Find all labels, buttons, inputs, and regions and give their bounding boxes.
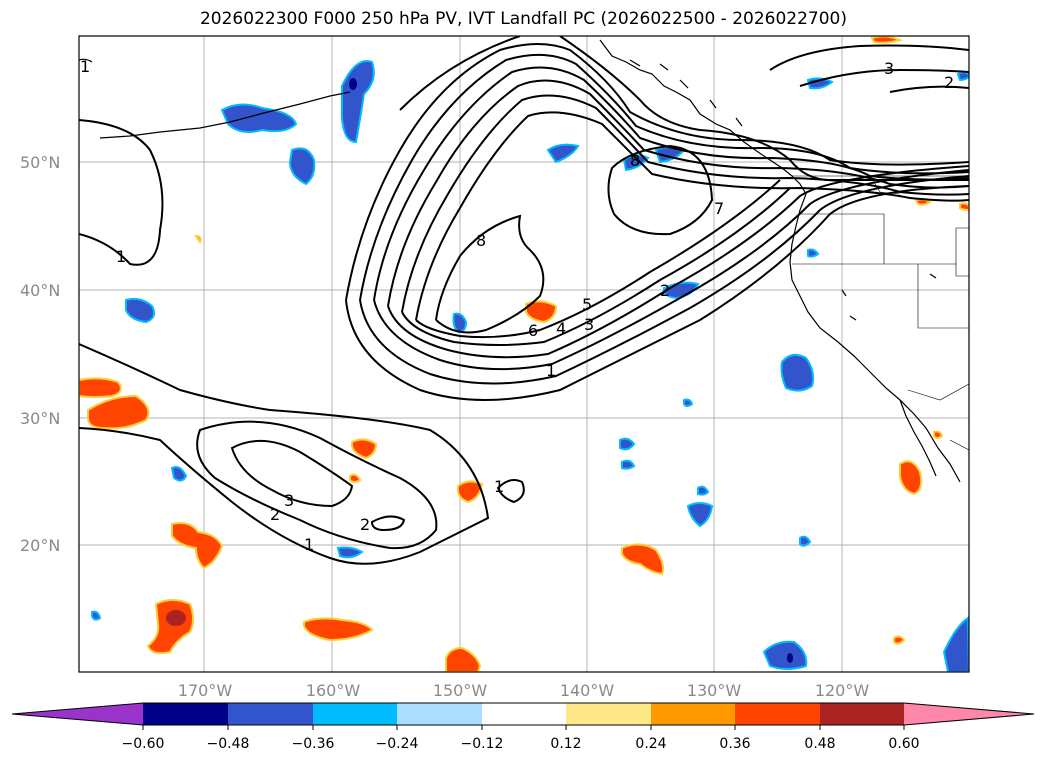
colorbar-segment	[566, 703, 651, 725]
colorbar-tick-label: −0.24	[376, 736, 419, 752]
colorbar-tick-label: −0.60	[122, 736, 165, 752]
colorbar-tick-label: 0.24	[635, 736, 666, 752]
colorbar-segment	[12, 703, 143, 725]
colorbar-segment	[820, 703, 904, 725]
colorbar-tick-label: 0.12	[550, 736, 581, 752]
coastlines	[79, 39, 961, 483]
colorbar-segment	[651, 703, 735, 725]
colorbar-segment	[904, 703, 1034, 725]
lon-label-130w: 130°W	[687, 681, 742, 700]
contour-label: 2	[944, 73, 954, 92]
colorbar-segment	[228, 703, 313, 725]
lat-label-20n: 20°N	[20, 536, 60, 555]
borders	[792, 175, 969, 451]
contour-label: 4	[556, 319, 566, 338]
contour-label: 6	[528, 321, 538, 340]
ivt-contours	[79, 36, 969, 565]
pv-negative-anomalies	[91, 60, 969, 672]
colorbar-segment	[482, 703, 566, 725]
colorbar: −0.60 −0.48 −0.36 −0.24 −0.12 0.12 0.24 …	[11, 702, 1035, 752]
colorbar-tick-label: 0.60	[888, 736, 919, 752]
contour-label: 1	[80, 57, 90, 76]
contour-label: 8	[476, 231, 486, 250]
colorbar-segment	[397, 703, 482, 725]
colorbar-tick-label: −0.36	[292, 736, 335, 752]
pv-strong-negative	[349, 78, 793, 663]
contour-label: 7	[714, 199, 724, 218]
map-frame	[78, 35, 970, 673]
lon-label-160w: 160°W	[306, 681, 361, 700]
lat-label-40n: 40°N	[20, 281, 60, 300]
contour-label: 1	[494, 477, 504, 496]
contour-label: 3	[884, 59, 894, 78]
colorbar-segment	[313, 703, 397, 725]
contour-label: 3	[284, 491, 294, 510]
lon-label-120w: 120°W	[815, 681, 870, 700]
contour-label: 2	[660, 281, 670, 300]
colorbar-segment	[735, 703, 820, 725]
contour-label: 1	[304, 535, 314, 554]
colorbar-tick-label: 0.36	[719, 736, 750, 752]
longitude-labels: 170°W 160°W 150°W 140°W 130°W 120°W	[178, 681, 870, 700]
latitude-labels: 50°N 40°N 30°N 20°N	[20, 153, 60, 555]
lon-label-170w: 170°W	[178, 681, 233, 700]
contour-label: 1	[546, 361, 556, 380]
contour-label: 8	[630, 151, 640, 170]
colorbar-segment	[143, 703, 228, 725]
contour-label: 5	[582, 295, 592, 314]
colorbar-tick-label: −0.12	[461, 736, 504, 752]
colorbar-tick-label: 0.48	[804, 736, 835, 752]
contour-label: 2	[270, 505, 280, 524]
pv-strong-positive	[166, 610, 186, 626]
lon-label-140w: 140°W	[560, 681, 615, 700]
contour-label: 1	[116, 247, 126, 266]
map-title: 2026022300 F000 250 hPa PV, IVT Landfall…	[199, 9, 847, 29]
contour-labels: 1 1 2 3 1 1 2 3 4 5 6 7 8 8 2 2 3 1	[80, 57, 954, 554]
contour-label: 2	[360, 515, 370, 534]
map-panel: 1 1 2 3 1 1 2 3 4 5 6 7 8 8 2 2 3 1	[79, 36, 969, 672]
lon-label-150w: 150°W	[433, 681, 488, 700]
contour-label: 3	[584, 315, 594, 334]
lat-label-30n: 30°N	[20, 409, 60, 428]
lat-label-50n: 50°N	[20, 153, 60, 172]
colorbar-tick-label: −0.48	[207, 736, 250, 752]
